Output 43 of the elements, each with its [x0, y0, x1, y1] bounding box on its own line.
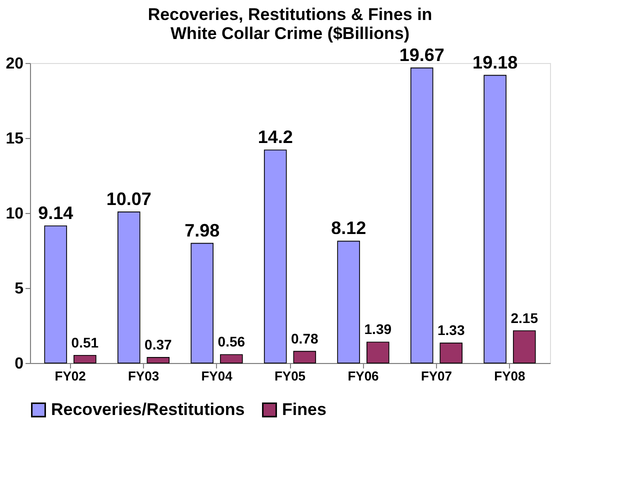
x-tick-label: FY05 [274, 368, 306, 384]
data-label: 14.2 [258, 127, 293, 147]
data-label: 0.37 [144, 336, 172, 352]
data-label: 7.98 [184, 220, 220, 240]
data-label: 1.33 [438, 322, 465, 338]
y-tick-label: 0 [14, 356, 24, 372]
bar [410, 68, 434, 364]
bar [117, 212, 140, 364]
x-tick-label: FY02 [54, 368, 86, 384]
data-label: 0.56 [218, 334, 246, 350]
y-tick-label: 20 [6, 56, 24, 72]
bar [366, 342, 390, 364]
data-label: 0.51 [71, 334, 99, 350]
bar [337, 240, 360, 364]
bar [264, 150, 287, 364]
data-label: 8.12 [331, 218, 366, 238]
data-label: 2.15 [510, 310, 538, 326]
bar [484, 74, 506, 364]
x-tick-label: FY06 [348, 368, 379, 384]
data-label: 0.78 [291, 330, 318, 346]
data-label: 19.67 [399, 44, 444, 65]
bar [190, 242, 214, 364]
bar [512, 330, 536, 364]
bar [220, 354, 243, 364]
data-label: 19.18 [472, 52, 518, 72]
x-tick-label: FY07 [420, 368, 452, 384]
x-tick-label: FY03 [128, 368, 160, 384]
bar [146, 357, 170, 364]
bar [440, 342, 463, 364]
legend-label: Recoveries/Restitutions [51, 400, 245, 419]
data-label: 9.14 [38, 202, 74, 223]
bar [44, 226, 68, 364]
bar [293, 350, 316, 364]
x-tick-label: FY08 [494, 368, 526, 384]
data-label: 10.07 [106, 188, 152, 209]
bar [74, 354, 96, 364]
data-label: 1.39 [364, 321, 392, 338]
y-tick-label: 5 [14, 280, 24, 298]
x-tick-label: FY04 [201, 368, 234, 384]
legend-label: Fines [282, 400, 326, 419]
y-tick-label: 10 [6, 206, 24, 222]
chart-title: Recoveries, Restitutions & Fines in White Collar Crime ($Billions) [148, 4, 432, 43]
y-tick-label: 15 [6, 130, 24, 148]
